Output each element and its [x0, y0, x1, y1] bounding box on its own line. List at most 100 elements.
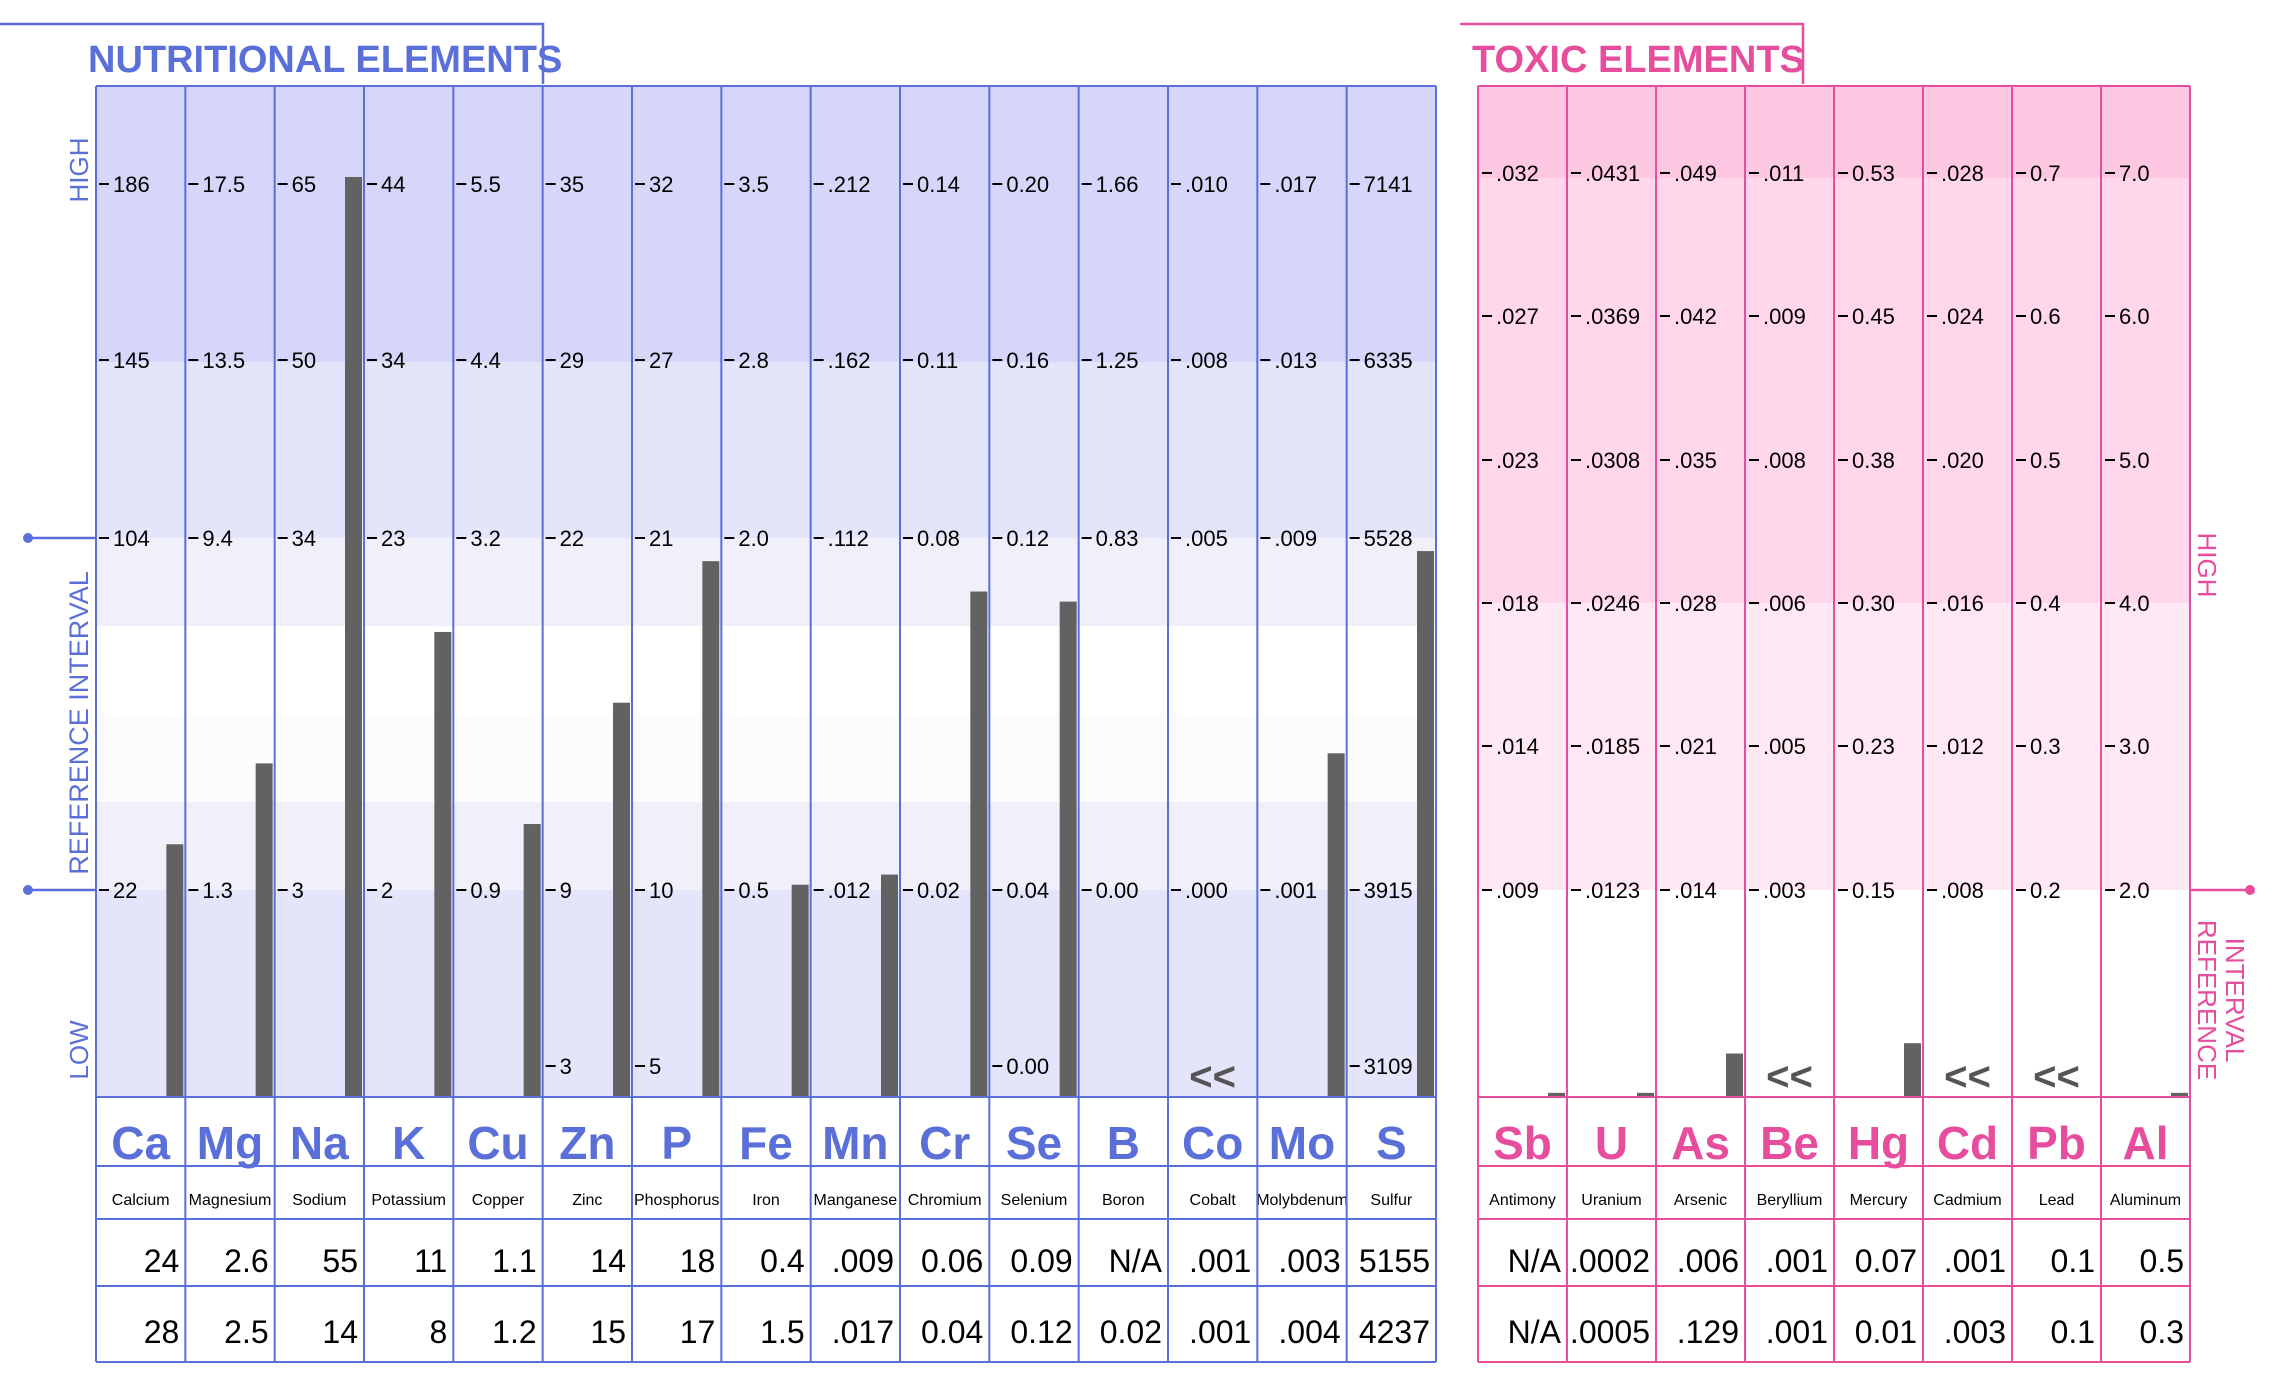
toxic-column-arsenic: .049 .042 .035 .028 .021 .014 As Arsenic .006 .12…	[1660, 161, 1743, 1350]
tick-label: .018	[1496, 591, 1539, 616]
tick-label: 22	[113, 878, 137, 903]
element-name: Phosphorus	[634, 1192, 719, 1209]
tick-label: .001	[1274, 878, 1317, 903]
toxic-column-lead: 0.7 0.6 0.5 0.4 0.3 0.2 << Pb Lead 0.1 0.1	[2016, 161, 2095, 1350]
tick-label: .009	[1274, 526, 1317, 551]
result-value-2: .017	[832, 1314, 894, 1350]
tick-label: 0.2	[2030, 878, 2061, 903]
result-value-2: 28	[144, 1314, 180, 1350]
band-ref-upper	[96, 538, 1436, 626]
toxic-label-reference-line: REFERENCE	[2192, 920, 2222, 1080]
column-chromium: 0.14 0.11 0.08 0.02 Cr Chromium 0.06 0.04	[903, 172, 988, 1350]
ref-marker-lower-dot	[23, 885, 33, 895]
column-molybdenum: .017 .013 .009 .001 Mo Molybdenum .003 .004	[1256, 172, 1348, 1350]
label-low: LOW	[64, 1020, 94, 1080]
tick-label: 13.5	[202, 348, 245, 373]
tick-label: .014	[1674, 878, 1717, 903]
tick-label: .028	[1674, 591, 1717, 616]
element-name: Zinc	[572, 1192, 602, 1209]
element-symbol: Co	[1182, 1117, 1243, 1169]
bar	[255, 763, 273, 1097]
column-selenium: 0.20 0.16 0.12 0.04 0.00 Se Selenium 0.09 0.12	[992, 172, 1077, 1350]
element-name: Aluminum	[2110, 1192, 2181, 1209]
tick-label: 7.0	[2119, 161, 2150, 186]
result-value-1: 1.1	[492, 1243, 536, 1279]
element-name: Selenium	[1001, 1192, 1068, 1209]
bar	[613, 702, 630, 1097]
tick-label: 10	[649, 878, 673, 903]
result-value-1: 24	[144, 1243, 180, 1279]
result-value-2: 8	[430, 1314, 448, 1350]
element-name: Boron	[1102, 1192, 1145, 1209]
tick-label: 0.23	[1852, 734, 1895, 759]
ref-marker-upper-dot	[23, 533, 33, 543]
element-name: Magnesium	[189, 1192, 272, 1209]
bar	[702, 561, 720, 1097]
nutritional-panel: NUTRITIONAL ELEMENTS HIGH LOW REFERENCE INT…	[0, 22, 1437, 1363]
element-name: Cadmium	[1933, 1192, 2001, 1209]
tick-label: .008	[1763, 448, 1806, 473]
below-detection-marker: <<	[1189, 1055, 1236, 1099]
tick-label: .006	[1763, 591, 1806, 616]
column-iron: 3.5 2.8 2.0 0.5 Fe Iron 0.4 1.5	[724, 172, 809, 1350]
tick-label: 4.0	[2119, 591, 2150, 616]
tick-label: 0.20	[1006, 172, 1049, 197]
tick-label: .049	[1674, 161, 1717, 186]
bar	[523, 824, 541, 1097]
tick-label: .0246	[1585, 591, 1640, 616]
tick-label: 17.5	[202, 172, 245, 197]
result-value-2: 0.02	[1100, 1314, 1162, 1350]
below-detection-marker: <<	[2033, 1055, 2080, 1099]
tick-label: 27	[649, 348, 673, 373]
tick-label: 29	[560, 348, 584, 373]
element-name: Lead	[2039, 1192, 2075, 1209]
result-value-1: 0.06	[921, 1243, 983, 1279]
bar	[1904, 1043, 1921, 1097]
tick-label: .162	[828, 348, 871, 373]
result-value-1: .001	[1944, 1243, 2006, 1279]
toxic-label-reference-interval: REFERENCEINTERVAL	[2192, 920, 2250, 1080]
result-value-2: .001	[1766, 1314, 1828, 1350]
result-value-2: .001	[1189, 1314, 1251, 1350]
toxic-label-reference-line: INTERVAL	[2220, 938, 2250, 1063]
bar	[1637, 1092, 1654, 1097]
tick-label: 0.3	[2030, 734, 2061, 759]
result-value-2: 14	[322, 1314, 358, 1350]
column-zinc: 35 29 22 9 3 Zn Zinc 14 15	[545, 172, 630, 1350]
column-cobalt: .010 .008 .005 .000 << Co Cobalt .001 .001	[1171, 172, 1251, 1350]
element-name: Sodium	[292, 1192, 346, 1209]
tick-label: 3	[560, 1054, 572, 1079]
band-ref-lower	[96, 802, 1436, 890]
tick-label: .0185	[1585, 734, 1640, 759]
toxic-column-aluminum: 7.0 6.0 5.0 4.0 3.0 2.0 Al Aluminum 0.5 0.3	[2105, 161, 2188, 1350]
bar	[1417, 551, 1434, 1097]
element-symbol: Hg	[1848, 1117, 1909, 1169]
tick-label: .021	[1674, 734, 1717, 759]
element-symbol: K	[392, 1117, 425, 1169]
tick-label: 32	[649, 172, 673, 197]
result-value-1: 5155	[1359, 1243, 1430, 1279]
tick-label: .010	[1185, 172, 1228, 197]
tick-label: 2	[381, 878, 393, 903]
toxic-ref-marker-dot	[2245, 885, 2255, 895]
tick-label: .042	[1674, 304, 1717, 329]
tick-label: 9	[560, 878, 572, 903]
bar	[1548, 1092, 1565, 1097]
result-value-1: 18	[680, 1243, 716, 1279]
element-symbol: Pb	[2027, 1117, 2086, 1169]
bar	[791, 884, 809, 1097]
result-value-2: .0005	[1570, 1314, 1650, 1350]
result-value-1: N/A	[1109, 1243, 1163, 1279]
bar	[2171, 1092, 2188, 1097]
tick-label: .028	[1941, 161, 1984, 186]
result-value-1: 0.4	[760, 1243, 804, 1279]
result-value-1: 14	[590, 1243, 626, 1279]
tick-label: 5	[649, 1054, 661, 1079]
element-symbol: As	[1671, 1117, 1730, 1169]
tick-label: .016	[1941, 591, 1984, 616]
tick-label: .035	[1674, 448, 1717, 473]
result-value-1: 0.09	[1010, 1243, 1072, 1279]
bar	[434, 631, 452, 1097]
result-value-2: 0.01	[1855, 1314, 1917, 1350]
